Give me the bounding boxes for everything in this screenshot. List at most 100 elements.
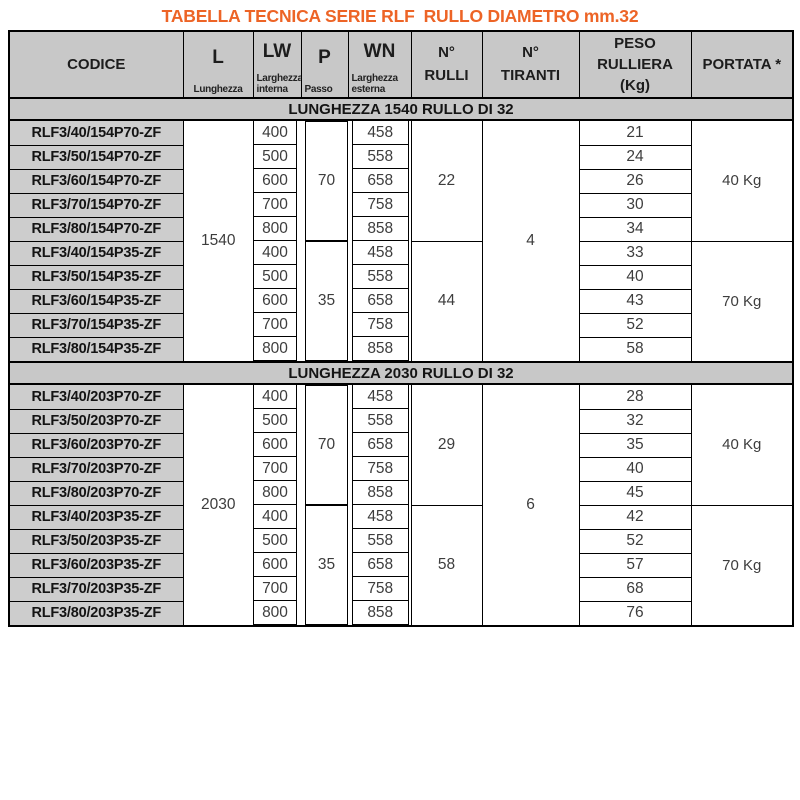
- wn-value: 458: [352, 385, 409, 409]
- lw-value: 800: [253, 337, 297, 361]
- column-header-l: L Lunghezza: [182, 30, 254, 99]
- wn-cell: 658: [348, 433, 411, 457]
- lw-cell: 600: [253, 553, 301, 577]
- lw-value: 600: [253, 433, 297, 457]
- lw-cell: 800: [253, 217, 301, 241]
- lw-cell: 800: [253, 481, 301, 505]
- code-cell: RLF3/40/203P70-ZF: [8, 383, 184, 410]
- lw-value: 400: [253, 121, 297, 145]
- lw-value: 700: [253, 577, 297, 601]
- pitch-cell: 70: [301, 120, 348, 241]
- wn-value: 458: [352, 505, 409, 529]
- weight-value: 35: [578, 432, 692, 458]
- table-row: RLF3/70/203P70-ZF 700 758 40: [8, 456, 793, 482]
- pitch-cell: 35: [301, 241, 348, 362]
- column-header-portata: PORTATA *: [690, 30, 794, 99]
- code-cell: RLF3/50/203P70-ZF: [8, 408, 184, 434]
- weight-value: 52: [578, 528, 692, 554]
- weight-value: 30: [578, 192, 692, 218]
- lw-value: 500: [253, 529, 297, 553]
- code-cell: RLF3/40/154P35-ZF: [8, 240, 184, 266]
- lw-value: 700: [253, 457, 297, 481]
- lw-cell: 700: [253, 313, 301, 337]
- lw-cell: 500: [253, 265, 301, 289]
- weight-value: 33: [578, 240, 692, 266]
- lw-cell: 400: [253, 241, 301, 265]
- rollers-count: 29: [410, 384, 483, 506]
- weight-value: 52: [578, 312, 692, 338]
- wn-cell: 858: [348, 481, 411, 505]
- weight-value: 57: [578, 552, 692, 578]
- table-row: RLF3/50/154P35-ZF 500 558 40: [8, 264, 793, 290]
- code-cell: RLF3/50/203P35-ZF: [8, 528, 184, 554]
- table-row: RLF3/50/203P35-ZF 500 558 52: [8, 528, 793, 554]
- wn-value: 458: [352, 121, 409, 145]
- lw-cell: 600: [253, 289, 301, 313]
- weight-value: 76: [578, 600, 692, 627]
- weight-value: 26: [578, 168, 692, 194]
- wn-cell: 658: [348, 289, 411, 313]
- pitch-value: 35: [305, 241, 348, 361]
- wn-cell: 758: [348, 457, 411, 481]
- lw-cell: 800: [253, 337, 301, 362]
- lw-cell: 800: [253, 601, 301, 626]
- lw-cell: 400: [253, 120, 301, 145]
- code-cell: RLF3/60/154P35-ZF: [8, 288, 184, 314]
- lw-value: 700: [253, 193, 297, 217]
- lw-cell: 600: [253, 169, 301, 193]
- page-title: TABELLA TECNICA SERIE RLF RULLO DIAMETRO …: [0, 6, 800, 27]
- column-header-codice: CODICE: [8, 30, 184, 99]
- table-row: RLF3/80/203P35-ZF 800 858 76: [8, 600, 793, 627]
- weight-value: 40: [578, 456, 692, 482]
- lw-value: 600: [253, 553, 297, 577]
- lw-cell: 500: [253, 409, 301, 433]
- lw-value: 400: [253, 241, 297, 265]
- table-row: RLF3/70/203P35-ZF 700 758 68: [8, 576, 793, 602]
- weight-value: 68: [578, 576, 692, 602]
- code-cell: RLF3/40/203P35-ZF: [8, 504, 184, 530]
- wn-value: 558: [352, 529, 409, 553]
- wn-value: 658: [352, 553, 409, 577]
- wn-cell: 658: [348, 553, 411, 577]
- wn-value: 558: [352, 409, 409, 433]
- lw-value: 600: [253, 169, 297, 193]
- lw-value: 700: [253, 313, 297, 337]
- table-row: RLF3/70/154P35-ZF 700 758 52: [8, 312, 793, 338]
- wn-value: 858: [352, 601, 409, 625]
- tie-rods-count: 6: [482, 384, 580, 626]
- code-cell: RLF3/50/154P35-ZF: [8, 264, 184, 290]
- capacity-value: 70 Kg: [690, 505, 793, 626]
- wn-cell: 558: [348, 529, 411, 553]
- code-cell: RLF3/80/203P35-ZF: [8, 600, 184, 627]
- page-title-part1: TABELLA TECNICA SERIE RLF: [161, 6, 415, 26]
- column-header-lw: LW Larghezza interna: [252, 30, 302, 99]
- tie-rods-count: 4: [482, 120, 580, 362]
- wn-cell: 758: [348, 193, 411, 217]
- pitch-cell: 35: [301, 505, 348, 626]
- wn-value: 858: [352, 217, 409, 241]
- code-cell: RLF3/70/154P35-ZF: [8, 312, 184, 338]
- weight-value: 58: [578, 336, 692, 363]
- lw-value: 500: [253, 409, 297, 433]
- section-band-1540: LUNGHEZZA 1540 RULLO DI 32: [9, 97, 793, 121]
- table-row: RLF3/40/154P70-ZF 1540 400 70 458 22 4 2…: [8, 119, 793, 362]
- code-cell: RLF3/80/154P70-ZF: [8, 216, 184, 242]
- wn-value: 758: [352, 313, 409, 337]
- table-row: RLF3/40/203P70-ZF 2030 400 70 458 29 6 2…: [8, 383, 793, 626]
- lw-cell: 700: [253, 457, 301, 481]
- wn-cell: 558: [348, 265, 411, 289]
- column-header-tiranti: N° TIRANTI: [481, 30, 580, 99]
- weight-value: 40: [578, 264, 692, 290]
- code-cell: RLF3/70/203P70-ZF: [8, 456, 184, 482]
- column-header-p: P Passo: [300, 30, 349, 99]
- table-row: RLF3/60/154P70-ZF 600 658 26: [8, 168, 793, 194]
- table-row: RLF3/60/203P70-ZF 600 658 35: [8, 432, 793, 458]
- rollers-count: 44: [410, 241, 483, 362]
- section-band-2030: LUNGHEZZA 2030 RULLO DI 32: [9, 361, 793, 385]
- wn-value: 858: [352, 481, 409, 505]
- table-row: RLF3/40/154P35-ZF 400 35 458 44 33 70 Kg: [8, 240, 793, 362]
- rollers-count: 22: [410, 120, 483, 242]
- wn-value: 758: [352, 457, 409, 481]
- wn-value: 658: [352, 289, 409, 313]
- wn-cell: 858: [348, 337, 411, 362]
